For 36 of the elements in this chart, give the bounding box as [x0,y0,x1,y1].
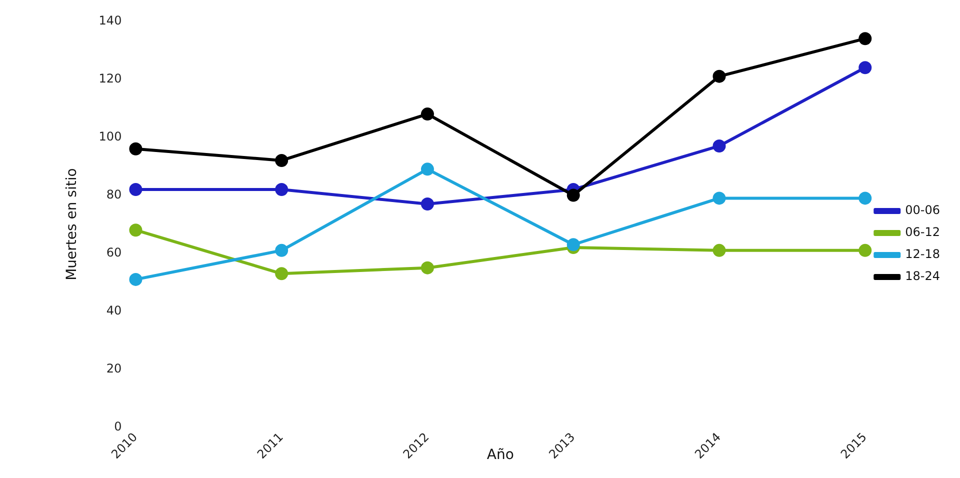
y-tick-label: 80 [106,187,122,202]
y-tick-label: 100 [98,129,122,144]
point [420,108,434,121]
point [275,267,288,280]
y-tick-label: 40 [106,303,122,318]
legend-label: 00-06 [905,203,940,218]
point [275,154,288,167]
point [858,61,872,74]
point [275,244,288,257]
legend-label: 06-12 [905,225,940,240]
point [858,192,872,205]
point [712,139,726,152]
point [712,70,726,83]
point [129,142,142,156]
point [420,261,434,274]
y-tick-label: 120 [98,71,122,86]
point [420,162,434,176]
y-tick-label: 0 [114,420,122,434]
point [858,32,872,46]
point [129,182,142,196]
point [566,188,580,202]
y-tick-label: 60 [106,245,122,260]
legend-label: 18-24 [905,269,940,284]
point [129,224,142,237]
point [858,244,872,257]
y-tick-label: 140 [98,13,122,28]
point [566,238,580,252]
point [129,272,142,286]
point [420,198,434,210]
y-tick-label: 20 [106,362,122,376]
point [712,192,726,205]
legend-label: 12-18 [905,247,940,262]
y-axis-title: Muertes en sitio [64,168,80,280]
point [275,182,288,196]
x-axis-title: Año [486,447,514,464]
point [712,244,726,257]
